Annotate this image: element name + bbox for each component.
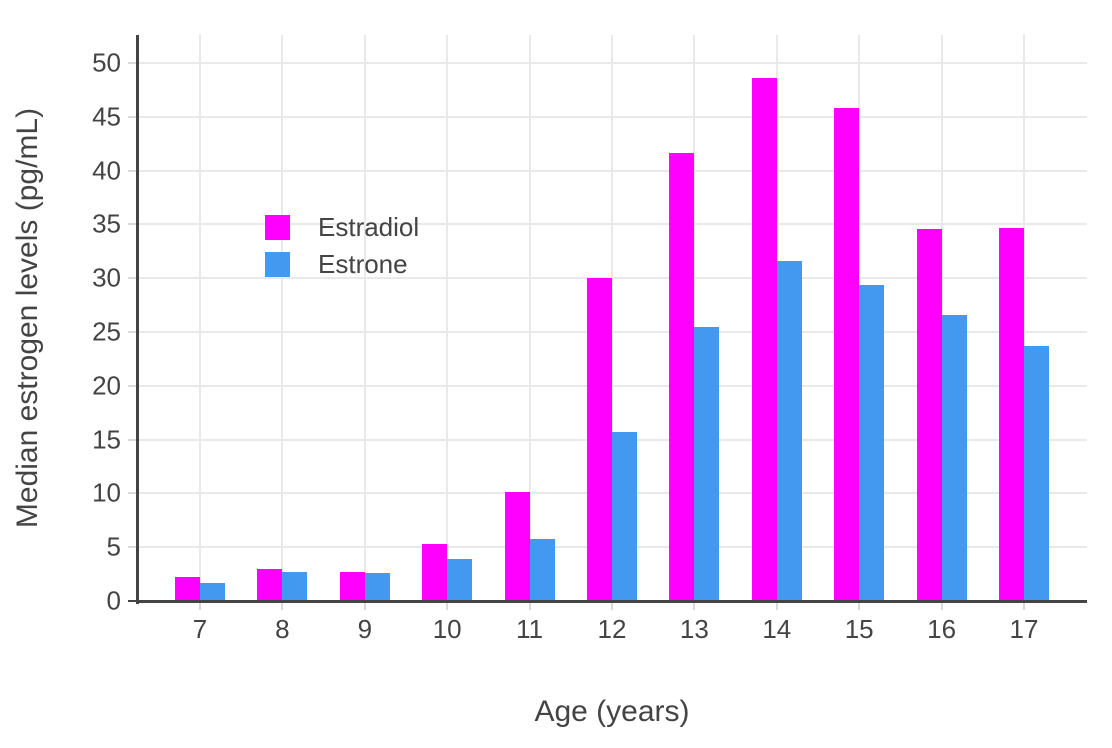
y-tick-label: 10: [92, 477, 121, 508]
y-tick: [128, 115, 137, 118]
v-gridline: [693, 35, 696, 601]
bar-estradiol-age-10[interactable]: [422, 543, 448, 601]
y-axis-title: Median estrogen levels (pg/mL): [11, 107, 44, 529]
y-tick: [128, 492, 137, 495]
v-gridline: [363, 35, 366, 601]
y-tick: [128, 384, 137, 387]
x-tick: [528, 603, 531, 610]
y-tick: [128, 277, 137, 280]
x-tick: [775, 603, 778, 610]
legend-swatch-estradiol: [265, 214, 290, 240]
bar-estradiol-age-11[interactable]: [504, 492, 530, 601]
bar-estrone-age-8[interactable]: [282, 571, 308, 601]
v-gridline: [446, 35, 449, 601]
plot-area: [138, 35, 1087, 601]
y-tick: [128, 61, 137, 64]
y-tick: [128, 546, 137, 549]
v-gridline: [528, 35, 531, 601]
x-tick: [940, 603, 943, 610]
legend-label: Estrone: [318, 249, 408, 279]
bar-estrone-age-17[interactable]: [1024, 345, 1049, 601]
bar-estrone-age-13[interactable]: [694, 326, 720, 601]
bar-estrone-age-11[interactable]: [529, 538, 555, 601]
bar-estradiol-age-13[interactable]: [669, 153, 695, 601]
x-tick-label: 12: [597, 614, 627, 644]
bar-estradiol-age-14[interactable]: [751, 78, 777, 601]
y-tick: [128, 438, 137, 441]
v-gridline: [281, 35, 284, 601]
bar-estrone-age-10[interactable]: [447, 559, 473, 601]
x-tick-label: 13: [679, 614, 709, 644]
x-tick-label: 15: [844, 614, 874, 644]
y-tick: [128, 600, 137, 602]
legend-swatch-estrone: [265, 251, 290, 277]
x-tick: [858, 603, 861, 610]
y-tick-label: 45: [92, 101, 121, 132]
legend: Estradiol Estrone: [265, 214, 419, 277]
x-tick: [611, 603, 613, 610]
legend-item-estrone[interactable]: Estrone: [265, 251, 419, 277]
x-tick: [281, 603, 284, 610]
y-tick-label: 0: [106, 585, 121, 616]
bar-estradiol-age-8[interactable]: [257, 568, 283, 601]
x-tick: [1023, 603, 1025, 610]
y-tick-label: 35: [92, 208, 121, 239]
x-tick-label: 11: [516, 614, 544, 644]
v-gridline: [611, 35, 613, 601]
bar-estrone-age-9[interactable]: [364, 573, 390, 601]
bar-estradiol-age-16[interactable]: [916, 228, 942, 601]
y-axis-line: [136, 35, 139, 604]
y-tick-label: 40: [92, 155, 121, 186]
bar-estradiol-age-17[interactable]: [999, 227, 1024, 601]
x-axis-title: Age (years): [534, 695, 690, 728]
x-tick: [693, 603, 696, 610]
y-tick-label: 5: [106, 531, 121, 562]
legend-label: Estradiol: [318, 212, 420, 242]
y-tick-label: 25: [92, 316, 121, 347]
y-tick-label: 20: [92, 370, 121, 401]
x-tick: [446, 603, 449, 610]
bar-estradiol-age-7[interactable]: [175, 577, 200, 601]
y-tick: [128, 223, 137, 226]
bar-estrone-age-14[interactable]: [776, 260, 802, 601]
x-axis-line: [136, 600, 1087, 603]
x-tick-label: 7: [192, 614, 208, 644]
bar-estradiol-age-9[interactable]: [339, 571, 365, 601]
x-tick-label: 8: [275, 614, 290, 644]
y-tick: [128, 330, 137, 333]
x-tick-label: 14: [762, 614, 792, 644]
bar-estradiol-age-12[interactable]: [587, 278, 612, 601]
x-tick-label: 9: [357, 614, 373, 644]
bar-estrone-age-15[interactable]: [859, 284, 885, 601]
y-tick-label: 30: [92, 262, 121, 293]
bar-estradiol-age-15[interactable]: [834, 108, 860, 601]
v-gridline: [199, 35, 201, 601]
x-tick-label: 17: [1009, 614, 1039, 644]
y-tick: [128, 169, 137, 172]
y-tick-label: 15: [92, 424, 121, 455]
x-tick-label: 16: [927, 614, 957, 644]
v-gridline: [1023, 35, 1025, 601]
bar-estrone-age-12[interactable]: [612, 432, 637, 601]
x-tick: [199, 603, 201, 610]
x-tick-label: 10: [432, 614, 462, 644]
bar-estrone-age-16[interactable]: [941, 314, 967, 601]
bar-estrone-age-7[interactable]: [200, 582, 225, 601]
legend-item-estradiol[interactable]: Estradiol: [265, 214, 419, 240]
y-tick-label: 50: [92, 47, 121, 78]
x-tick: [363, 603, 366, 610]
